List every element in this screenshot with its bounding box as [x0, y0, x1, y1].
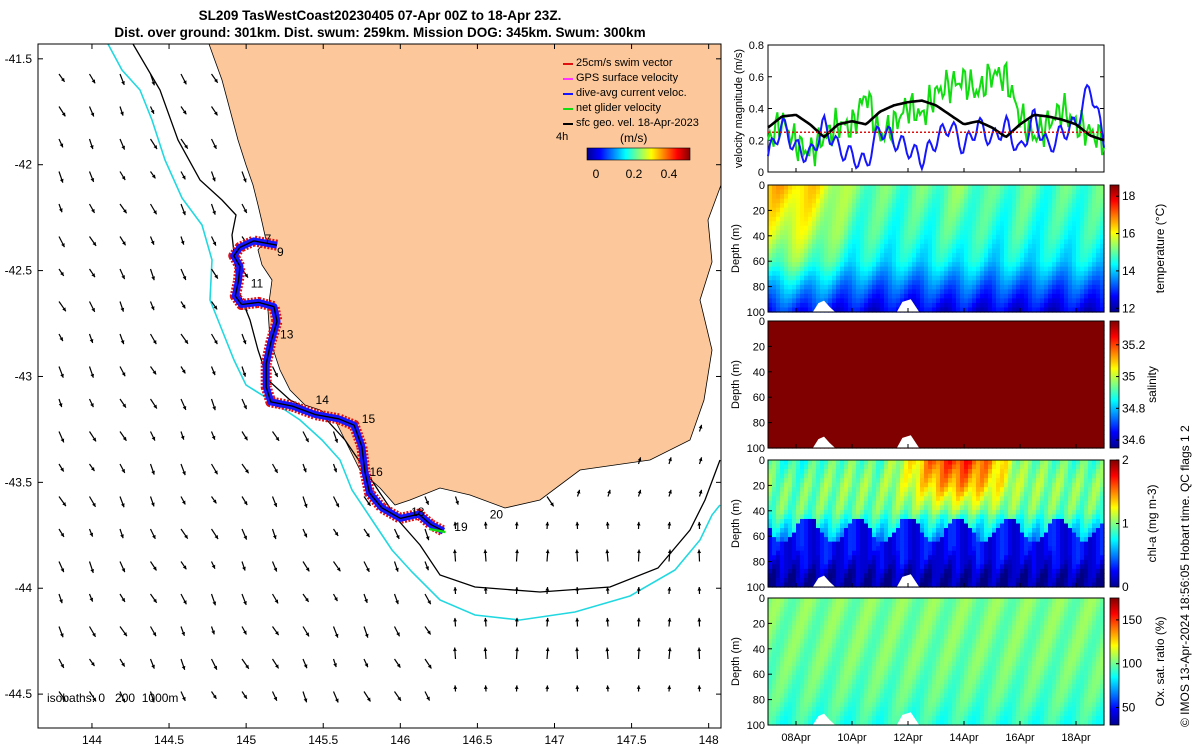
current-arrowhead: [667, 521, 672, 526]
current-arrowhead: [697, 685, 702, 689]
current-arrowhead: [514, 521, 519, 526]
current-arrowhead: [605, 549, 610, 554]
current-arrowhead: [636, 521, 641, 526]
day-label: 18: [411, 505, 425, 519]
lon-tick-label: 145: [236, 733, 256, 747]
day-label: 15: [362, 412, 376, 426]
current-arrowhead: [636, 647, 641, 652]
map-colorbar: [586, 147, 691, 161]
lon-tick-label: 147.5: [617, 733, 647, 747]
current-arrowhead: [636, 587, 641, 591]
current-arrowhead: [697, 617, 702, 622]
colorbar-interval-label: 4h: [556, 131, 568, 143]
current-arrowhead: [605, 685, 610, 690]
lat-tick-label: -44.5: [5, 687, 33, 701]
lat-tick-label: -41.5: [5, 52, 33, 66]
current-arrowhead: [575, 549, 579, 554]
current-arrowhead: [545, 617, 550, 622]
current-arrowhead: [483, 549, 488, 554]
current-arrowhead: [483, 521, 488, 526]
lon-tick-label: 146.5: [462, 733, 492, 747]
day-label: 19: [454, 520, 468, 534]
legend-net-label: net glider velocity: [576, 102, 661, 114]
current-arrowhead: [667, 685, 672, 690]
current-arrowhead: [545, 685, 550, 690]
current-arrowhead: [575, 685, 580, 689]
lon-tick-label: 144: [82, 733, 102, 747]
day-label: 20: [490, 507, 504, 521]
day-label: 13: [280, 327, 294, 341]
current-arrowhead: [453, 587, 458, 591]
current-arrowhead: [636, 549, 641, 554]
day-label: 9: [277, 245, 284, 259]
current-arrowhead: [515, 647, 519, 652]
day-label: 16: [369, 465, 383, 479]
day-label: 14: [316, 393, 330, 407]
current-arrowhead: [575, 617, 580, 622]
current-arrowhead: [605, 647, 610, 652]
lon-tick-label: 146: [390, 733, 410, 747]
lat-tick-label: -44: [15, 581, 33, 595]
lon-tick-label: 148: [699, 733, 719, 747]
current-arrowhead: [636, 617, 641, 622]
current-arrowhead: [483, 685, 488, 690]
current-arrowhead: [667, 647, 672, 652]
current-arrowhead: [697, 549, 702, 554]
current-arrowhead: [636, 685, 641, 689]
colorbar-tick-0: 0: [593, 167, 600, 181]
current-arrowhead: [515, 549, 519, 554]
current-arrowhead: [667, 617, 672, 622]
legend-swim-label: 25cm/s swim vector: [576, 57, 673, 69]
current-arrowhead: [453, 647, 457, 652]
current-arrowhead: [605, 521, 610, 526]
current-arrowhead: [483, 647, 488, 652]
lat-tick-label: -43: [15, 369, 33, 383]
colorbar-unit-label: (m/s): [620, 131, 647, 145]
current-arrowhead: [545, 521, 550, 526]
current-arrowhead: [667, 549, 672, 554]
legend-gps-label: GPS surface velocity: [576, 72, 679, 84]
lat-tick-label: -42: [15, 158, 33, 172]
current-arrowhead: [697, 647, 702, 652]
current-arrowhead: [483, 617, 488, 622]
current-arrowhead: [575, 521, 580, 526]
current-arrowhead: [697, 587, 702, 591]
day-label: 11: [251, 277, 264, 291]
current-arrowhead: [545, 549, 550, 554]
colorbar-tick-0.2: 0.2: [626, 167, 643, 181]
day-label: 7: [265, 232, 272, 246]
current-arrowhead: [453, 685, 458, 690]
lon-tick-label: 145.5: [308, 733, 338, 747]
current-arrowhead: [697, 521, 702, 526]
current-arrowhead: [545, 587, 550, 591]
lon-tick-label: 144.5: [154, 733, 184, 747]
isobaths-label: isobaths: 0 200 1000m: [47, 691, 178, 705]
current-arrowhead: [514, 587, 519, 591]
current-arrowhead: [575, 647, 579, 652]
colorbar-tick-0.4: 0.4: [661, 167, 678, 181]
lon-tick-label: 147: [544, 733, 564, 747]
legend-sfc-label: sfc geo. vel. 18-Apr-2023: [576, 117, 699, 129]
current-arrowhead: [514, 685, 519, 690]
current-arrowhead: [452, 549, 457, 554]
current-arrowhead: [605, 617, 610, 622]
lat-tick-label: -42.5: [5, 264, 33, 278]
legend-dive-label: dive-avg current veloc.: [576, 87, 687, 99]
current-arrowhead: [453, 617, 458, 622]
current-arrowhead: [545, 647, 550, 652]
lat-tick-label: -43.5: [5, 475, 33, 489]
current-arrowhead: [667, 587, 672, 591]
